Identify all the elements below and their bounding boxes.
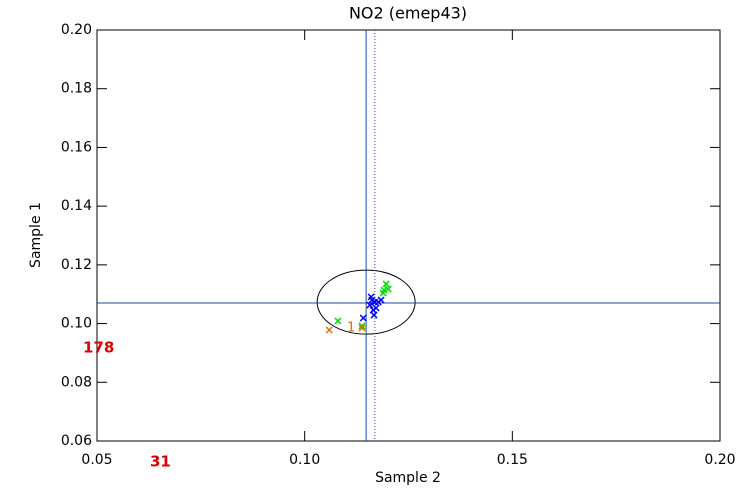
y-tick-label: 0.20	[61, 22, 92, 38]
point	[379, 289, 387, 297]
annotation: 31	[150, 453, 171, 471]
point	[367, 293, 375, 301]
x-tick-label: 0.05	[81, 452, 112, 468]
point	[358, 324, 366, 332]
y-tick-label: 0.16	[61, 139, 92, 155]
y-tick-label: 0.12	[61, 257, 92, 273]
x-tick-label: 0.15	[497, 452, 528, 468]
plot-frame	[96, 29, 721, 442]
point	[382, 280, 390, 288]
point	[359, 314, 367, 322]
y-tick-label: 0.08	[61, 374, 92, 390]
x-tick-label: 0.10	[289, 452, 320, 468]
point	[325, 326, 333, 334]
x-axis-label: Sample 2	[375, 470, 441, 486]
y-tick-label: 0.10	[61, 316, 92, 332]
point	[358, 322, 366, 330]
y-tick-label: 0.06	[61, 433, 92, 449]
point	[366, 301, 374, 309]
point	[377, 296, 385, 304]
annotation: 178	[83, 339, 114, 357]
point	[370, 311, 378, 319]
y-tick-label: 0.18	[61, 81, 92, 97]
chart-title: NO2 (emep43)	[349, 4, 467, 23]
point	[372, 304, 380, 312]
x-tick-label: 0.20	[704, 452, 735, 468]
point	[334, 317, 342, 325]
y-tick-label: 0.14	[61, 198, 92, 214]
y-axis-label: Sample 1	[28, 202, 44, 268]
annotation: 1	[347, 321, 355, 336]
